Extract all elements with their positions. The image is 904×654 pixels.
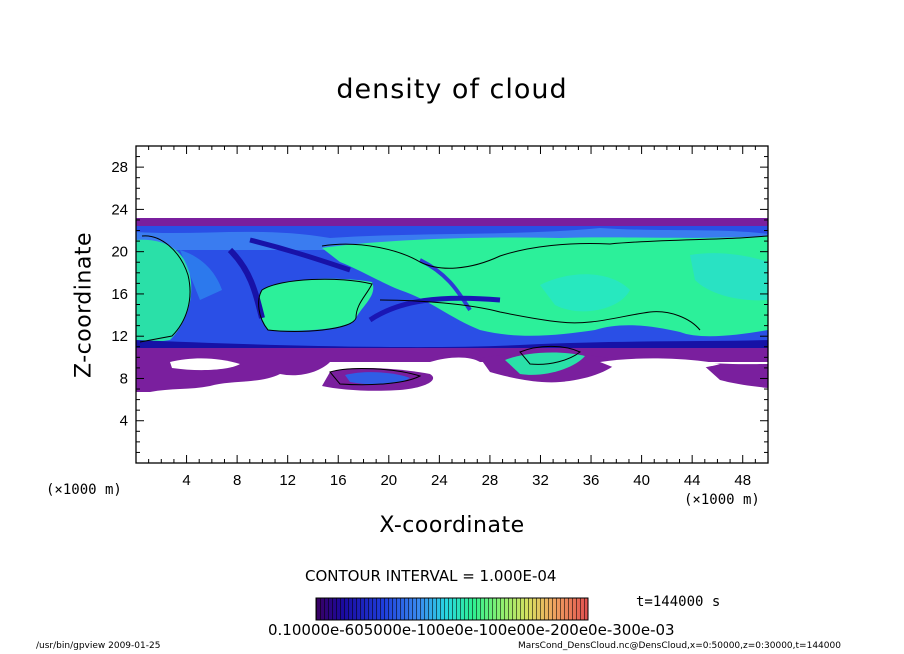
x-axis-label: X-coordinate [379,513,525,538]
colorbar-labels: 0.10000e-605000e-100e0e-100e00e-200e0e-3… [268,621,675,639]
x-tick-label: 40 [633,472,650,489]
contour-lines [139,235,768,386]
x-tick-label: 24 [431,472,448,489]
colorbar [315,597,589,621]
footer-left: /usr/bin/gpview 2009-01-25 [36,641,161,651]
y-tick-label: 24 [111,201,128,218]
x-tick-label: 32 [532,472,549,489]
footer-right: MarsCond_DensCloud.nc@DensCloud,x=0:5000… [518,641,841,651]
y-tick-label: 4 [120,413,128,430]
x-tick-label: 20 [380,472,397,489]
chart-title: density of cloud [336,74,568,105]
y-tick-label: 8 [120,370,128,387]
contour-interval-label: CONTOUR INTERVAL = 1.000E-04 [305,567,557,585]
y-tick-label: 16 [111,286,128,303]
x-tick-label: 48 [734,472,751,489]
x-tick-label: 16 [330,472,347,489]
x-unit-right: (×1000 m) [684,492,760,508]
x-tick-label: 36 [583,472,600,489]
y-tick-label: 20 [111,244,128,261]
x-tick-label: 12 [279,472,296,489]
x-tick-label: 44 [684,472,701,489]
x-tick-label: 8 [233,472,241,489]
y-axis-label: Z-coordinate [71,232,97,378]
cloud-density-field [136,218,768,392]
y-tick-label: 12 [111,328,128,345]
x-tick-label: 28 [482,472,499,489]
y-tick-label: 28 [111,159,128,176]
x-unit-left: (×1000 m) [46,482,122,498]
time-label: t=144000 s [636,594,721,610]
x-tick-label: 4 [182,472,190,489]
